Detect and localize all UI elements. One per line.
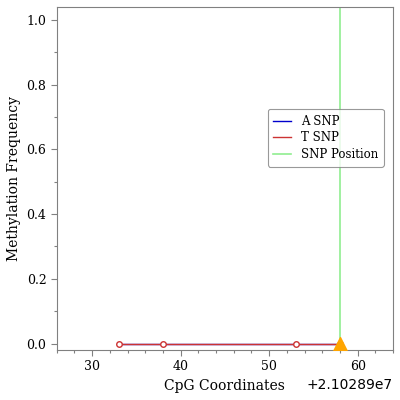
Legend: A SNP, T SNP, SNP Position: A SNP, T SNP, SNP Position <box>268 109 384 167</box>
Point <box>337 340 343 347</box>
X-axis label: CpG Coordinates: CpG Coordinates <box>164 379 285 393</box>
Y-axis label: Methylation Frequency: Methylation Frequency <box>7 96 21 261</box>
